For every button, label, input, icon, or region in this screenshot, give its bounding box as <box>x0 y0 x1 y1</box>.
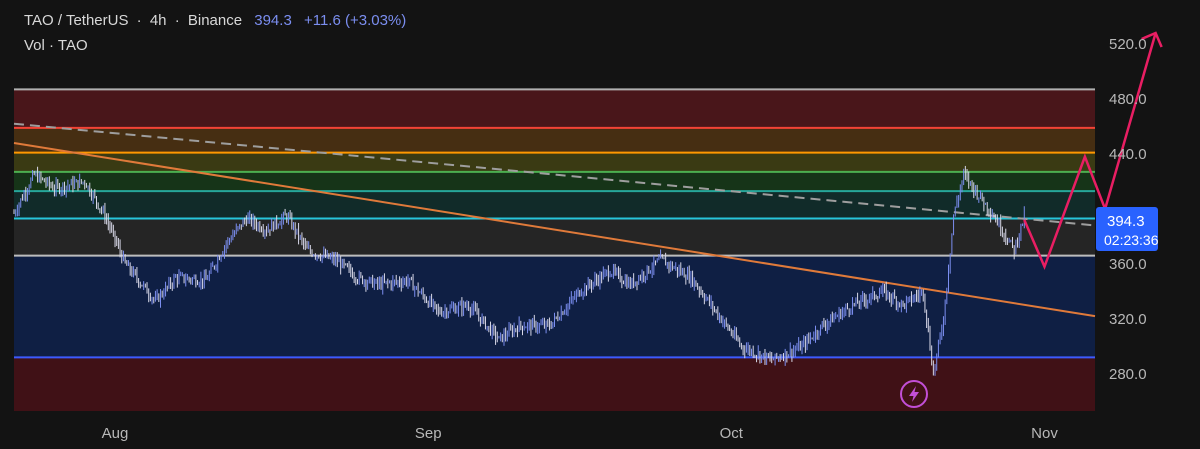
legend-exchange: Binance <box>188 12 242 29</box>
legend-interval: 4h <box>150 12 167 29</box>
zone-band <box>14 127 1095 153</box>
price-tag-box <box>1096 207 1158 251</box>
y-tick-label: 440.0 <box>1109 146 1147 163</box>
zones-layer <box>14 89 1095 411</box>
legend-symbol: TAO / TetherUS <box>24 12 128 29</box>
price-tag-price: 394.3 <box>1107 213 1145 230</box>
lightning-icon-bolt <box>909 386 919 402</box>
zone-band <box>14 218 1095 256</box>
x-tick-label: Aug <box>102 425 129 442</box>
x-tick-label: Oct <box>720 425 744 442</box>
x-tick-label: Sep <box>415 425 442 442</box>
svg-text:TAO / TetherUS ·: TAO / TetherUS · 4h · Binance 394.3 +11.… <box>24 12 406 29</box>
levels-layer <box>14 88 1095 359</box>
dashed-trendline <box>13 122 1096 227</box>
legend-separator: · <box>137 12 142 29</box>
legend-last-price: 394.3 <box>254 12 292 29</box>
forecast-layer <box>1023 31 1163 271</box>
forecast-path <box>1023 32 1157 271</box>
trendlines-layer <box>13 122 1096 318</box>
y-tick-label: 280.0 <box>1109 366 1147 383</box>
y-axis[interactable]: 280.0 320.0 360.0 440.0 480.0 520.0 <box>1109 36 1147 383</box>
volume-legend: Vol · TAO <box>24 37 88 54</box>
legend-separator: · <box>175 12 180 29</box>
y-tick-label: 520.0 <box>1109 36 1147 53</box>
y-tick-label: 480.0 <box>1109 91 1147 108</box>
price-tag: 394.3 02:23:36 <box>1096 207 1159 251</box>
y-tick-label: 360.0 <box>1109 256 1147 273</box>
price-tag-countdown: 02:23:36 <box>1104 232 1159 248</box>
legend-change: +11.6 (+3.03%) <box>304 12 406 29</box>
zone-band <box>14 191 1095 219</box>
forecast-arrowhead <box>1141 31 1163 48</box>
zone-band <box>14 152 1095 172</box>
y-tick-label: 320.0 <box>1109 311 1147 328</box>
zone-band <box>14 89 1095 128</box>
zone-band <box>14 357 1095 411</box>
lightning-icon[interactable] <box>900 380 928 408</box>
candles-layer <box>13 165 1025 376</box>
trendline <box>13 141 1096 318</box>
zone-band <box>14 255 1095 358</box>
zone-band <box>14 171 1095 192</box>
lightning-icon-ring <box>900 380 928 408</box>
x-tick-label: Nov <box>1031 425 1058 442</box>
legend: TAO / TetherUS · 4h · Binance 394.3 +11.… <box>24 12 406 54</box>
x-axis[interactable]: Aug Sep Oct Nov <box>102 425 1059 442</box>
